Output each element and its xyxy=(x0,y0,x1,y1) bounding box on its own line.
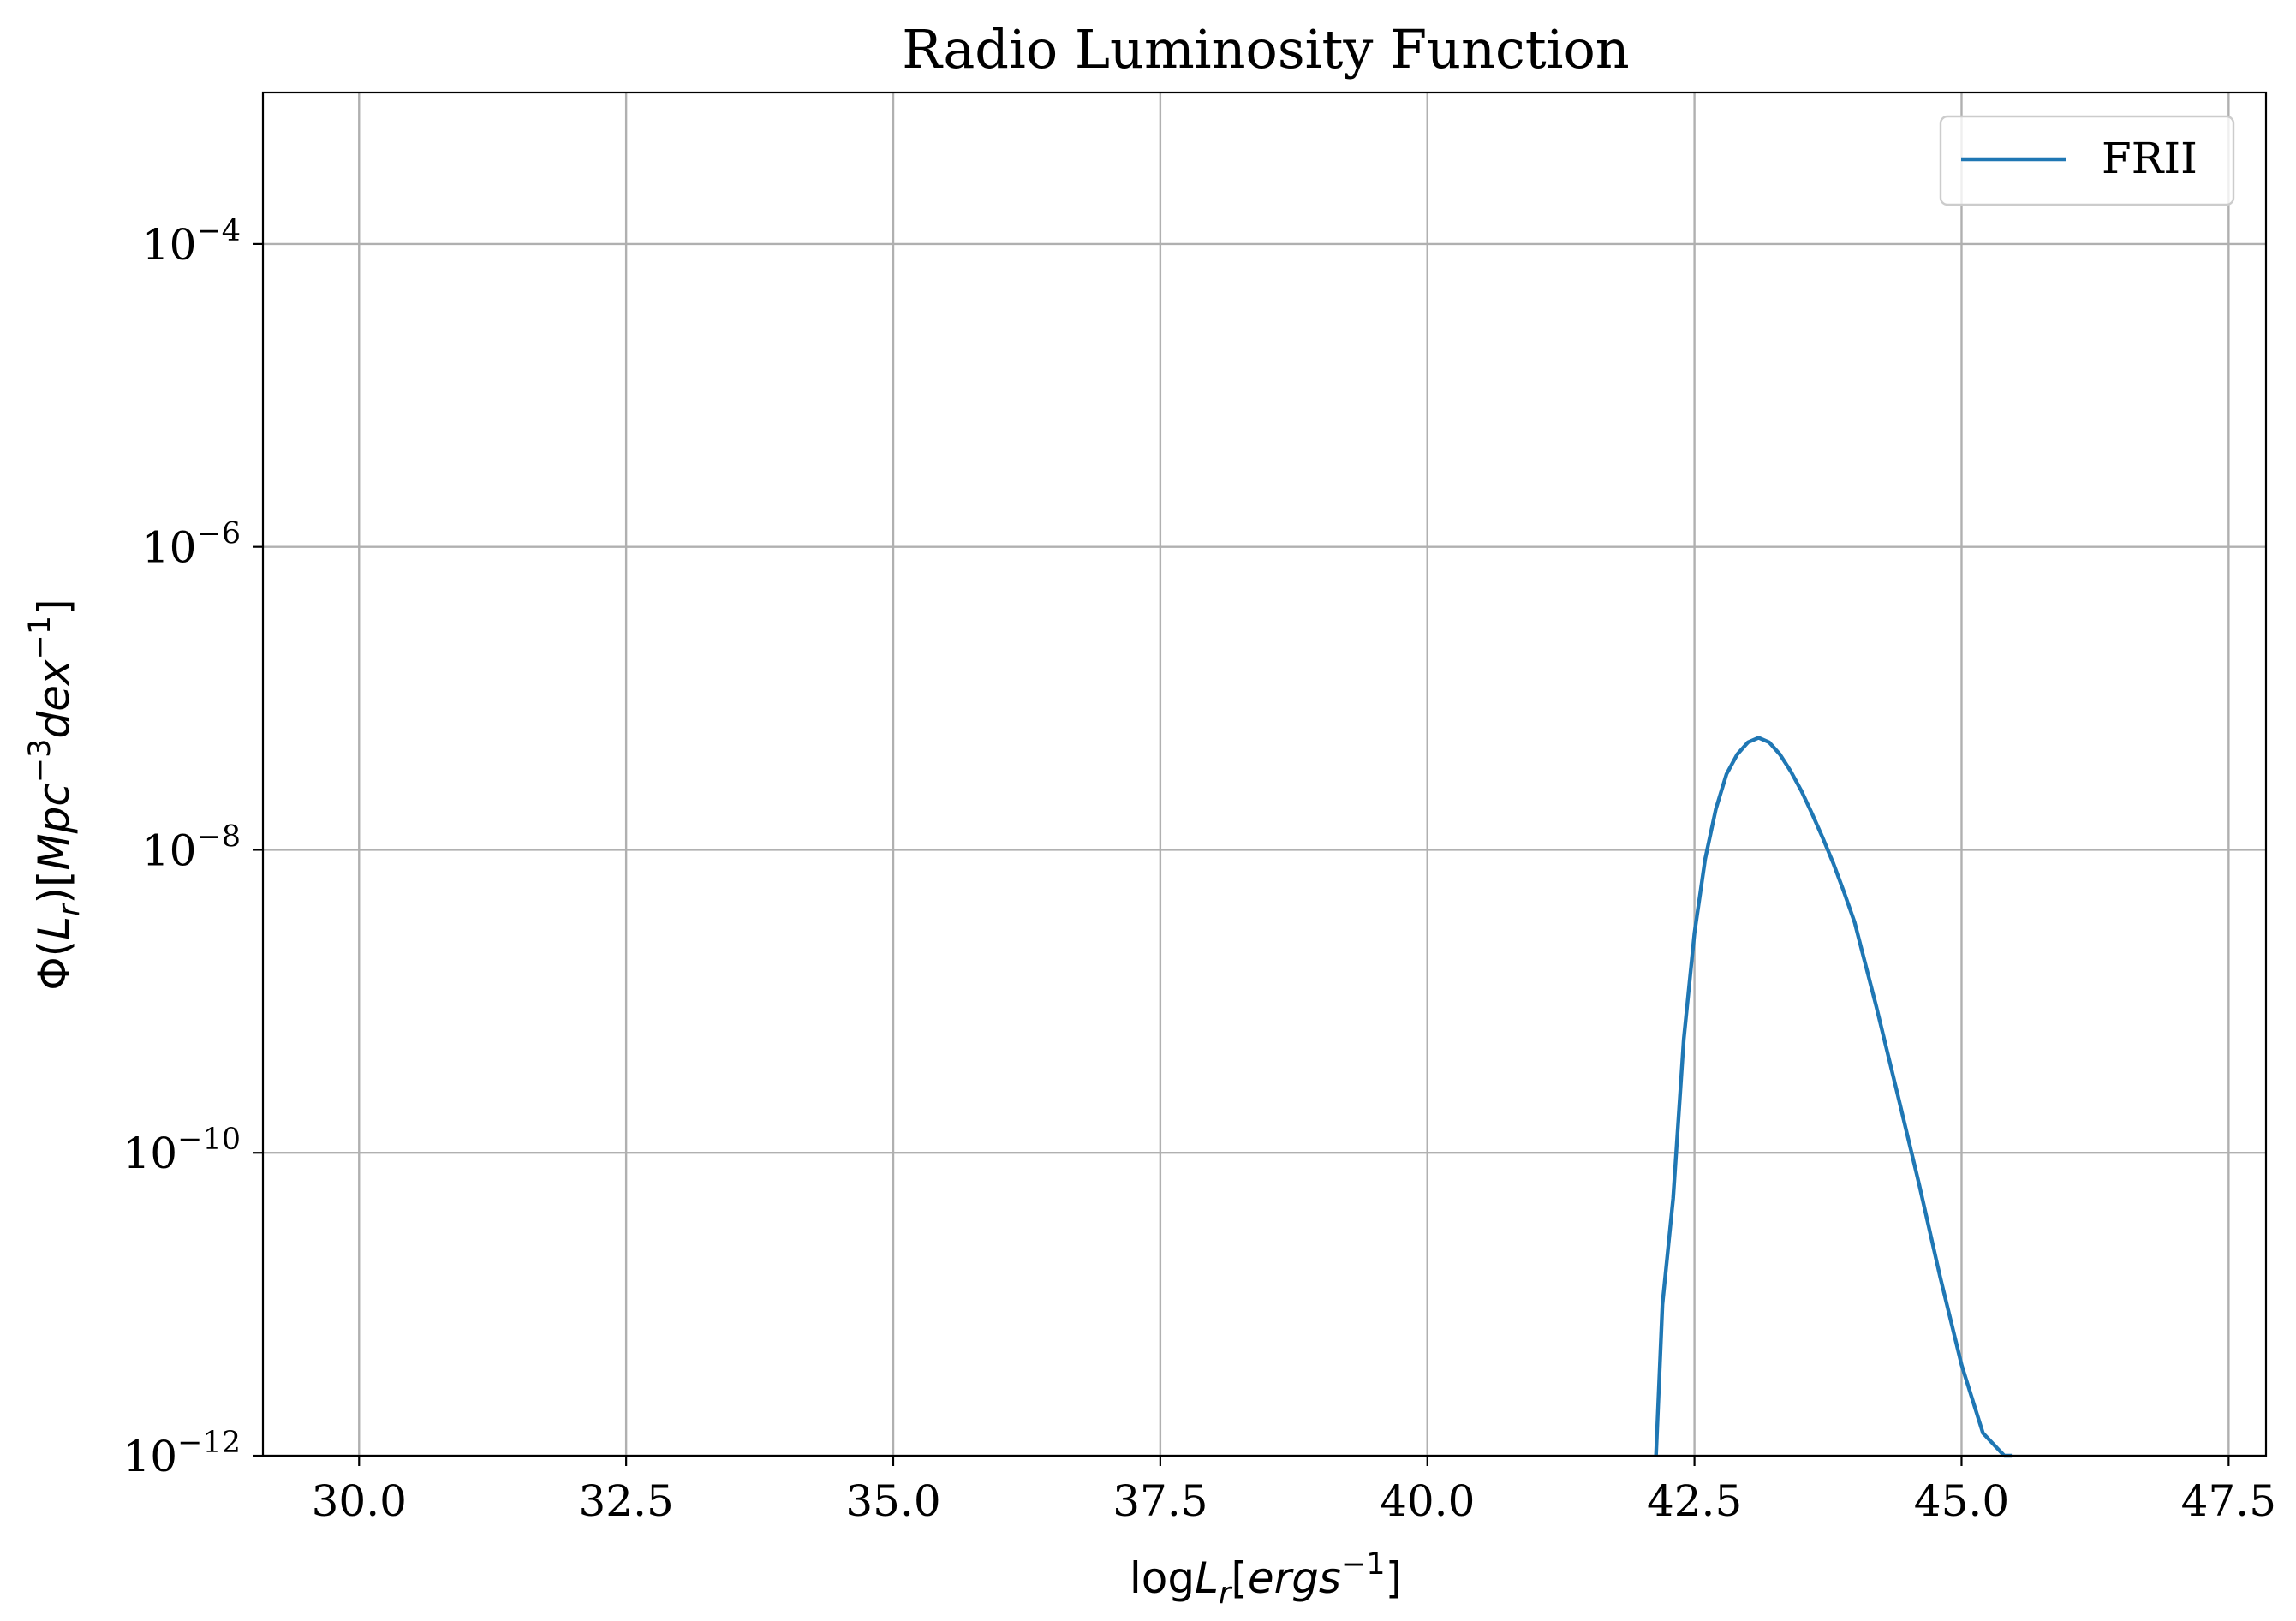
grid xyxy=(263,92,2266,1457)
y-tick-label: 10−4 xyxy=(142,214,241,270)
y-tick-base: 10 xyxy=(123,1432,178,1481)
y-tick-label: 10−10 xyxy=(123,1123,242,1178)
legend-label-frii: FRII xyxy=(2102,134,2198,183)
x-tick-label: 40.0 xyxy=(1380,1476,1475,1526)
x-label-prefix: log xyxy=(1130,1553,1195,1603)
y-tick-label: 10−12 xyxy=(123,1426,242,1481)
series-layer xyxy=(1654,736,2013,1458)
y-label-unit1-exponent: −3 xyxy=(23,739,57,784)
y-label-arg-subscript: r xyxy=(52,902,86,916)
y-label-bracket-open: [ xyxy=(29,871,79,888)
chart-title: Radio Luminosity Function xyxy=(902,18,1630,80)
y-tick-exponent: −10 xyxy=(177,1123,241,1157)
y-label-arg: L xyxy=(29,916,79,940)
y-tick-base: 10 xyxy=(142,220,197,270)
plot-frame xyxy=(261,91,2268,1457)
y-tick-exponent: −4 xyxy=(196,214,241,248)
x-tick-label: 32.5 xyxy=(578,1476,673,1526)
ticks: 30.0 32.5 35.0 37.5 40.0 42.5 45.0 47.510−410−6… xyxy=(123,214,2277,1526)
y-label-open: ( xyxy=(29,940,79,957)
y-tick-exponent: −12 xyxy=(177,1426,241,1460)
x-label-unit: ergs xyxy=(1248,1553,1341,1603)
y-tick-exponent: −8 xyxy=(196,819,241,854)
y-label-unit2: dex xyxy=(29,659,79,739)
y-label-close: ) xyxy=(29,887,79,904)
x-tick-label: 47.5 xyxy=(2181,1476,2276,1526)
y-label-unit1: Mpc xyxy=(29,783,79,870)
y-tick-exponent: −6 xyxy=(196,517,241,551)
y-label-unit2-exponent: −1 xyxy=(23,616,57,660)
y-tick-label: 10−6 xyxy=(142,517,241,573)
x-tick-label: 35.0 xyxy=(845,1476,940,1526)
y-axis-label: Φ(Lr)[Mpc−3dex−1] xyxy=(23,599,86,990)
x-label-subscript: r xyxy=(1219,1576,1233,1611)
y-tick-base: 10 xyxy=(142,825,197,875)
y-tick-label: 10−8 xyxy=(142,819,241,875)
y-label-symbol: Φ xyxy=(29,957,79,990)
x-tick-label: 45.0 xyxy=(1914,1476,2009,1526)
legend-box xyxy=(1939,115,2235,206)
x-tick-label: 37.5 xyxy=(1112,1476,1208,1526)
series-line-frii xyxy=(1654,736,2013,1458)
x-label-bracket-open: [ xyxy=(1231,1553,1248,1603)
legend: FRII xyxy=(1939,115,2235,206)
y-tick-base: 10 xyxy=(123,1129,178,1178)
x-label-symbol: L xyxy=(1195,1553,1219,1603)
x-tick-label: 42.5 xyxy=(1647,1476,1742,1526)
x-label-unit-exponent: −1 xyxy=(1341,1547,1386,1582)
x-axis-label: logLr[ergs−1] xyxy=(1130,1547,1402,1611)
y-tick-base: 10 xyxy=(142,523,197,573)
x-label-bracket-close: ] xyxy=(1386,1553,1403,1603)
x-tick-label: 30.0 xyxy=(312,1476,407,1526)
y-label-bracket-close: ] xyxy=(29,599,79,616)
